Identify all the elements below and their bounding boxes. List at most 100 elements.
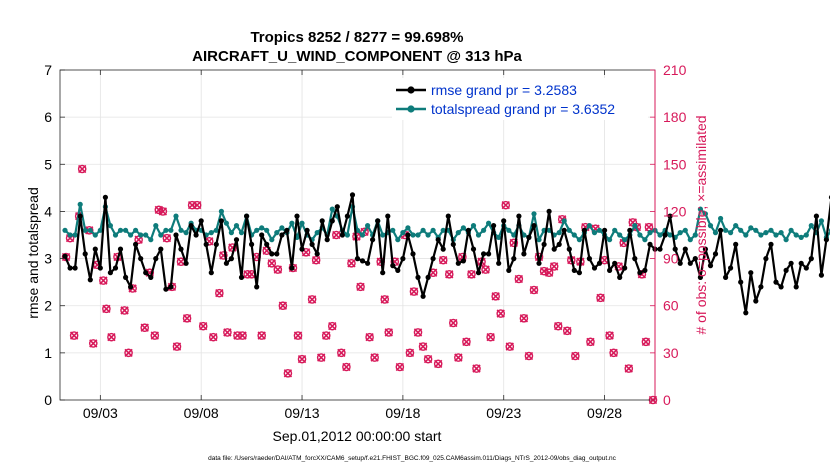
obs-assimilated-marker-42 xyxy=(267,259,276,268)
obs-assimilated-marker-116 xyxy=(624,364,633,373)
rmse-point-64 xyxy=(385,213,391,219)
rmse-point-46 xyxy=(294,213,300,219)
obs-count-point-80 xyxy=(454,353,463,362)
rmse-point-71 xyxy=(420,293,426,299)
rmse-point-97 xyxy=(551,246,557,252)
totalspread-point-14 xyxy=(133,227,139,233)
totalspread-point-147 xyxy=(803,232,809,238)
rmse-point-54 xyxy=(334,204,340,210)
obs-possible-marker-4 xyxy=(77,164,87,174)
totalspread-point-65 xyxy=(390,227,396,233)
y-tick-label-left-6: 6 xyxy=(44,109,52,125)
totalspread-point-5 xyxy=(87,227,93,233)
rmse-point-116 xyxy=(647,241,653,247)
obs-possible-marker-108 xyxy=(586,337,595,347)
rmse-point-96 xyxy=(546,208,552,214)
obs-possible-marker-88 xyxy=(491,291,500,301)
obs-assimilated-marker-76 xyxy=(434,359,443,369)
rmse-point-35 xyxy=(238,274,245,280)
obs-count-point-113 xyxy=(609,348,618,358)
obs-possible-marker-57 xyxy=(342,362,351,372)
rmse-point-147 xyxy=(803,265,809,271)
obs-count-point-96 xyxy=(529,285,539,295)
obs-assimilated-marker-13 xyxy=(124,348,133,358)
obs-count-point-47 xyxy=(293,331,303,340)
obs-count-point-99 xyxy=(544,268,554,278)
rmse-point-83 xyxy=(481,251,487,257)
rmse-point-40 xyxy=(264,241,270,247)
y-axis-label-right: # of obs: o=possible; ×=assimilated xyxy=(693,115,709,334)
chart-subtitle: AIRCRAFT_U_WIND_COMPONENT @ 313 hPa xyxy=(192,48,522,65)
rmse-point-139 xyxy=(763,256,769,262)
rmse-point-144 xyxy=(788,260,794,266)
totalspread-point-42 xyxy=(274,230,280,236)
obs-possible-marker-73 xyxy=(418,342,428,351)
obs-possible-marker-83 xyxy=(467,269,476,279)
rmse-point-120 xyxy=(667,213,673,219)
totalspread-point-138 xyxy=(758,232,764,238)
totalspread-point-127 xyxy=(702,211,709,217)
totalspread-point-7 xyxy=(97,227,103,233)
totalspread-point-128 xyxy=(707,223,714,229)
obs-count-point-23 xyxy=(172,342,182,351)
rmse-point-98 xyxy=(556,241,562,247)
obs-count-point-89 xyxy=(496,309,506,318)
rmse-point-142 xyxy=(778,284,784,290)
obs-assimilated-marker-18 xyxy=(150,331,159,340)
obs-assimilated-marker-30 xyxy=(209,332,218,342)
totalspread-point-69 xyxy=(410,232,416,238)
rmse-point-48 xyxy=(304,227,310,233)
rmse-point-140 xyxy=(768,241,774,247)
rmse-point-102 xyxy=(576,270,583,276)
obs-possible-marker-71 xyxy=(409,287,419,296)
totalspread-point-23 xyxy=(178,227,184,233)
totalspread-point-60 xyxy=(365,223,371,229)
x-tick-label-5: 09/28 xyxy=(587,405,622,421)
rmse-point-149 xyxy=(813,213,820,219)
obs-count-point-53 xyxy=(321,331,331,340)
rmse-point-99 xyxy=(561,227,567,233)
obs-count-point-90 xyxy=(501,200,511,210)
rmse-point-30 xyxy=(213,241,219,247)
rmse-point-10 xyxy=(112,265,119,271)
obs-possible-marker-70 xyxy=(405,348,415,358)
obs-count-point-86 xyxy=(481,265,490,274)
obs-possible-marker-63 xyxy=(370,353,379,362)
obs-possible-marker-49 xyxy=(301,247,311,257)
rmse-point-31 xyxy=(218,218,224,224)
rmse-point-151 xyxy=(823,237,830,243)
totalspread-point-11 xyxy=(117,227,124,233)
totalspread-point-89 xyxy=(511,232,517,238)
obs-count-point-82 xyxy=(462,337,471,347)
totalspread-point-70 xyxy=(415,232,421,238)
y-tick-label-left-0: 0 xyxy=(44,392,52,408)
obs-possible-marker-77 xyxy=(438,255,448,265)
rmse-point-34 xyxy=(233,237,240,243)
obs-assimilated-marker-98 xyxy=(539,266,549,276)
rmse-point-143 xyxy=(783,267,789,273)
obs-assimilated-marker-47 xyxy=(293,331,303,340)
obs-assimilated-marker-23 xyxy=(172,342,182,351)
obs-possible-marker-72 xyxy=(413,328,423,337)
rmse-point-130 xyxy=(718,227,724,233)
rmse-point-23 xyxy=(178,246,184,252)
obs-possible-marker-84 xyxy=(472,364,481,373)
totalspread-point-129 xyxy=(712,230,719,236)
totalspread-point-123 xyxy=(682,227,688,233)
totalspread-point-126 xyxy=(697,206,704,212)
totalspread-point-137 xyxy=(753,227,759,233)
totalspread-point-144 xyxy=(788,227,794,233)
totalspread-point-118 xyxy=(657,232,663,238)
obs-count-point-94 xyxy=(519,313,529,323)
rmse-point-72 xyxy=(425,274,431,280)
obs-assimilated-marker-103 xyxy=(563,326,572,336)
totalspread-point-102 xyxy=(576,237,583,243)
obs-possible-marker-103 xyxy=(562,326,572,336)
obs-count-point-21 xyxy=(162,233,172,243)
rmse-point-81 xyxy=(470,246,477,252)
obs-possible-marker-2 xyxy=(69,331,79,340)
totalspread-point-47 xyxy=(299,220,305,226)
y-axis-label-left: rmse and totalspread xyxy=(25,187,41,319)
rmse-point-121 xyxy=(672,246,678,252)
totalspread-point-135 xyxy=(743,232,749,238)
